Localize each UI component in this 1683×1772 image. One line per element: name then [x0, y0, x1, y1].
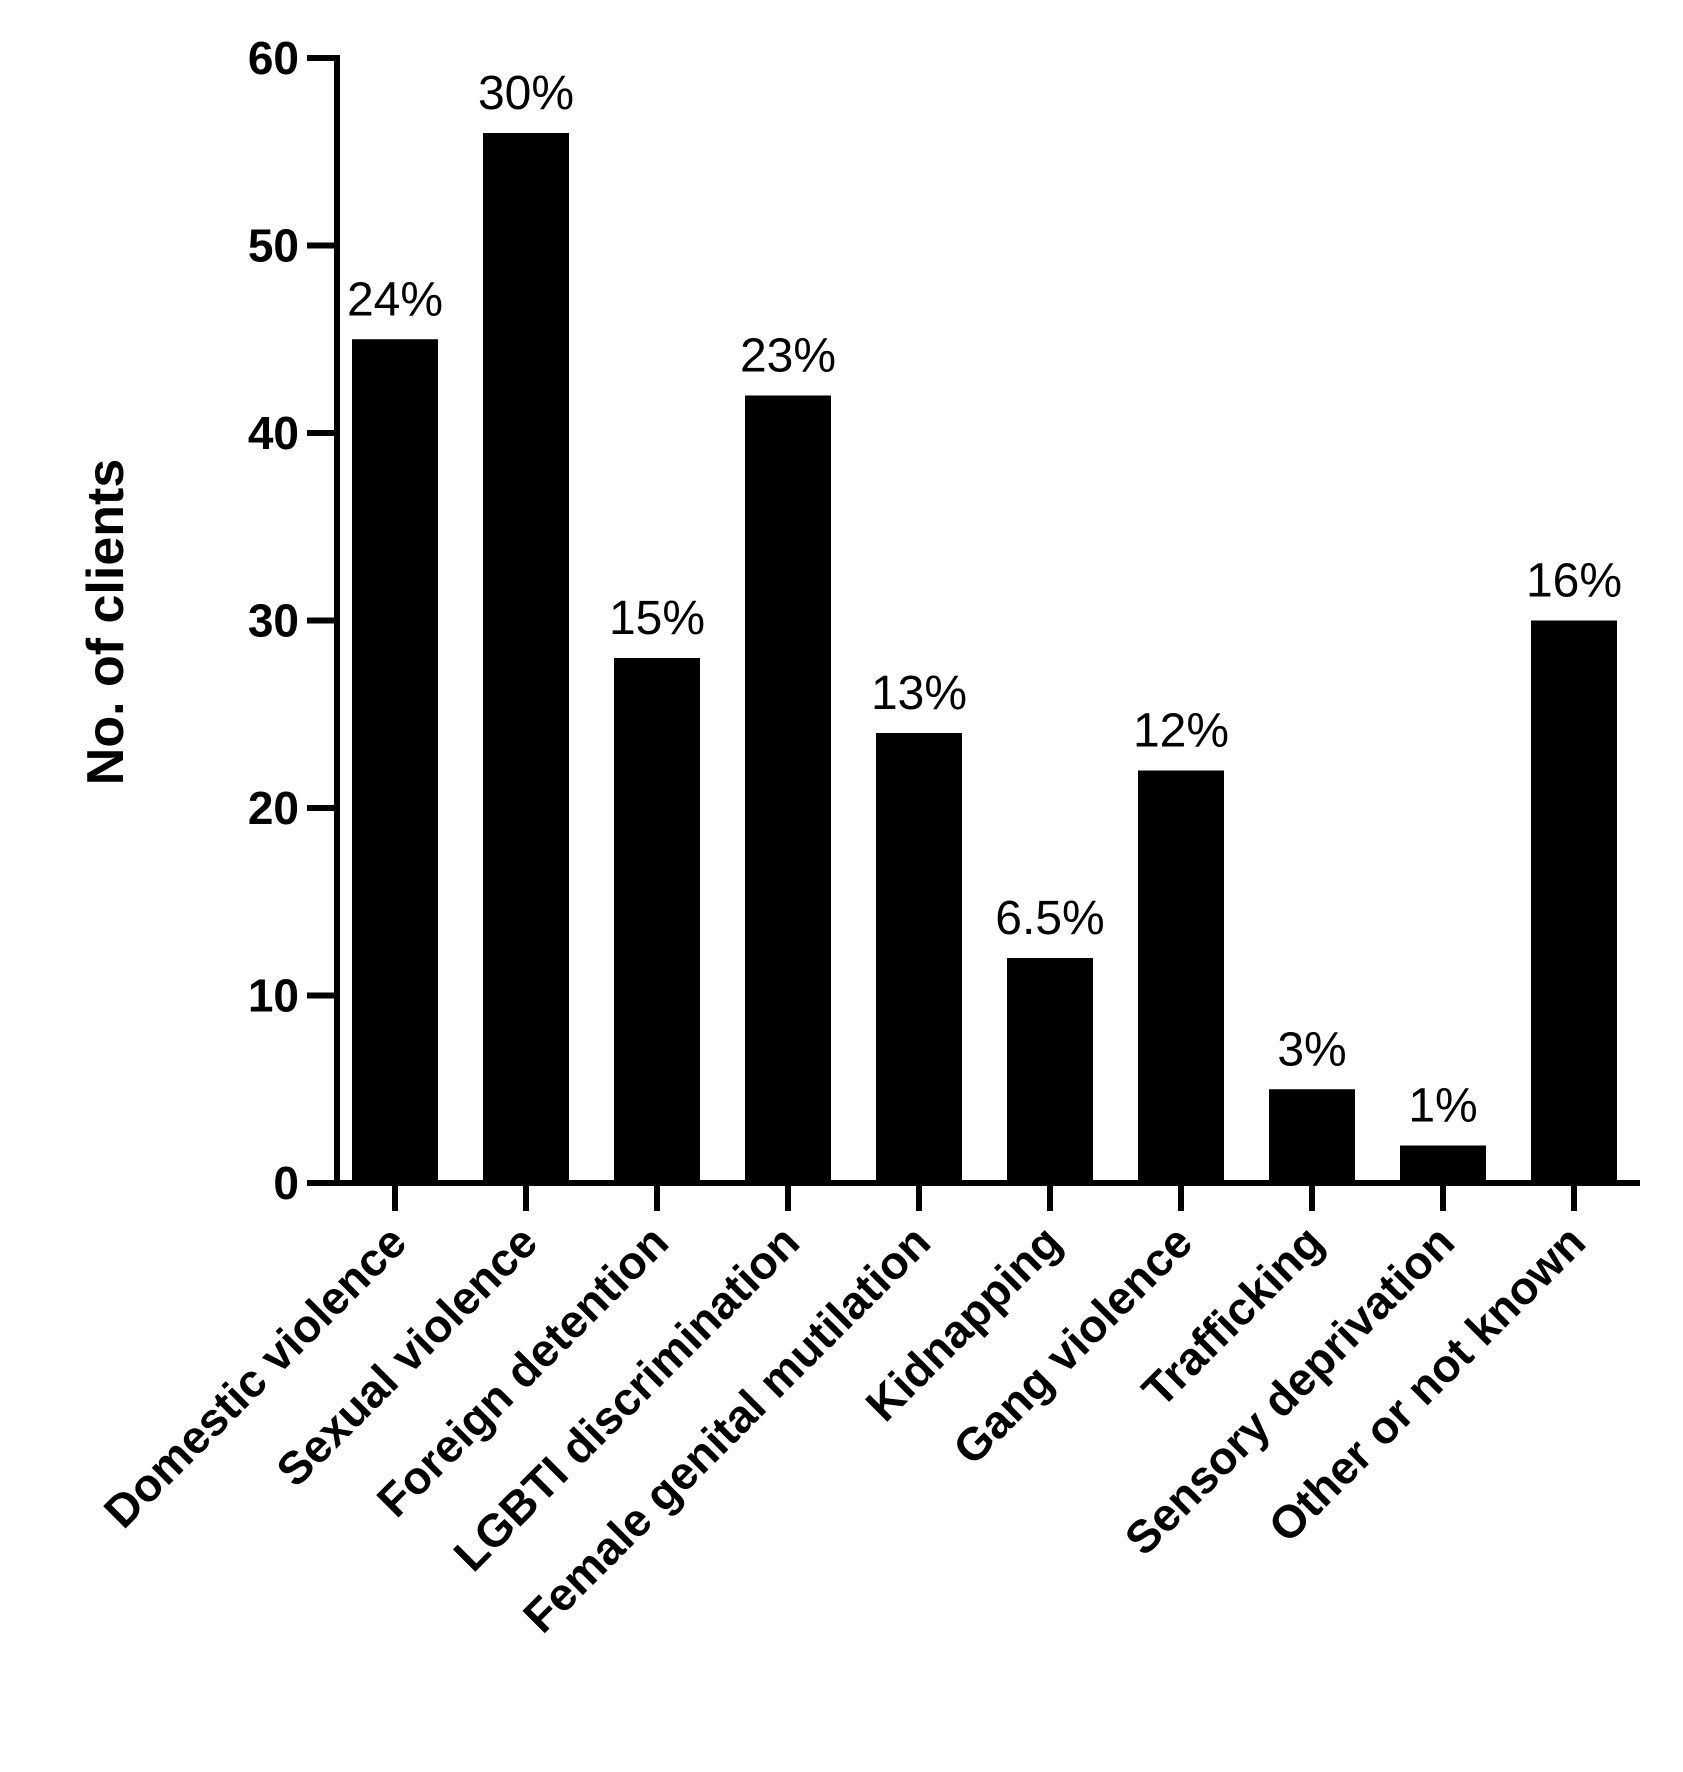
bar-1	[352, 339, 438, 1183]
bars-group	[352, 133, 1617, 1183]
bar-4	[745, 395, 831, 1183]
data-label-8: 3%	[1277, 1023, 1346, 1076]
data-label-2: 30%	[478, 67, 574, 120]
data-label-6: 6.5%	[995, 892, 1104, 945]
y-axis: 0 10 20 30 40 50 60	[248, 32, 340, 1209]
bar-10	[1531, 620, 1617, 1183]
y-tick-label-5: 40	[248, 407, 299, 459]
y-tick-label-4: 30	[248, 595, 299, 647]
bar-9	[1400, 1145, 1486, 1183]
data-label-9: 1%	[1408, 1080, 1477, 1133]
bar-7	[1138, 770, 1224, 1183]
data-label-10: 16%	[1526, 555, 1622, 608]
data-label-1: 24%	[347, 273, 443, 326]
data-labels-group: 24% 30% 15% 23% 13% 6.5% 12% 3% 1% 16%	[347, 67, 1622, 1133]
y-axis-title: No. of clients	[77, 459, 135, 785]
data-label-5: 13%	[871, 667, 967, 720]
bar-8	[1269, 1089, 1355, 1183]
y-tick-label-1: 0	[273, 1157, 299, 1209]
bar-5	[876, 733, 962, 1183]
x-tick-label-7: Gang violence	[943, 1215, 1202, 1474]
bar-2	[483, 133, 569, 1183]
y-tick-label-7: 60	[248, 32, 299, 84]
data-label-3: 15%	[609, 592, 705, 645]
y-tick-label-2: 10	[248, 970, 299, 1022]
y-tick-label-6: 50	[248, 220, 299, 272]
y-tick-label-3: 20	[248, 782, 299, 834]
data-label-7: 12%	[1133, 705, 1229, 758]
bar-3	[614, 658, 700, 1183]
bar-6	[1007, 958, 1093, 1183]
data-label-4: 23%	[740, 330, 836, 383]
